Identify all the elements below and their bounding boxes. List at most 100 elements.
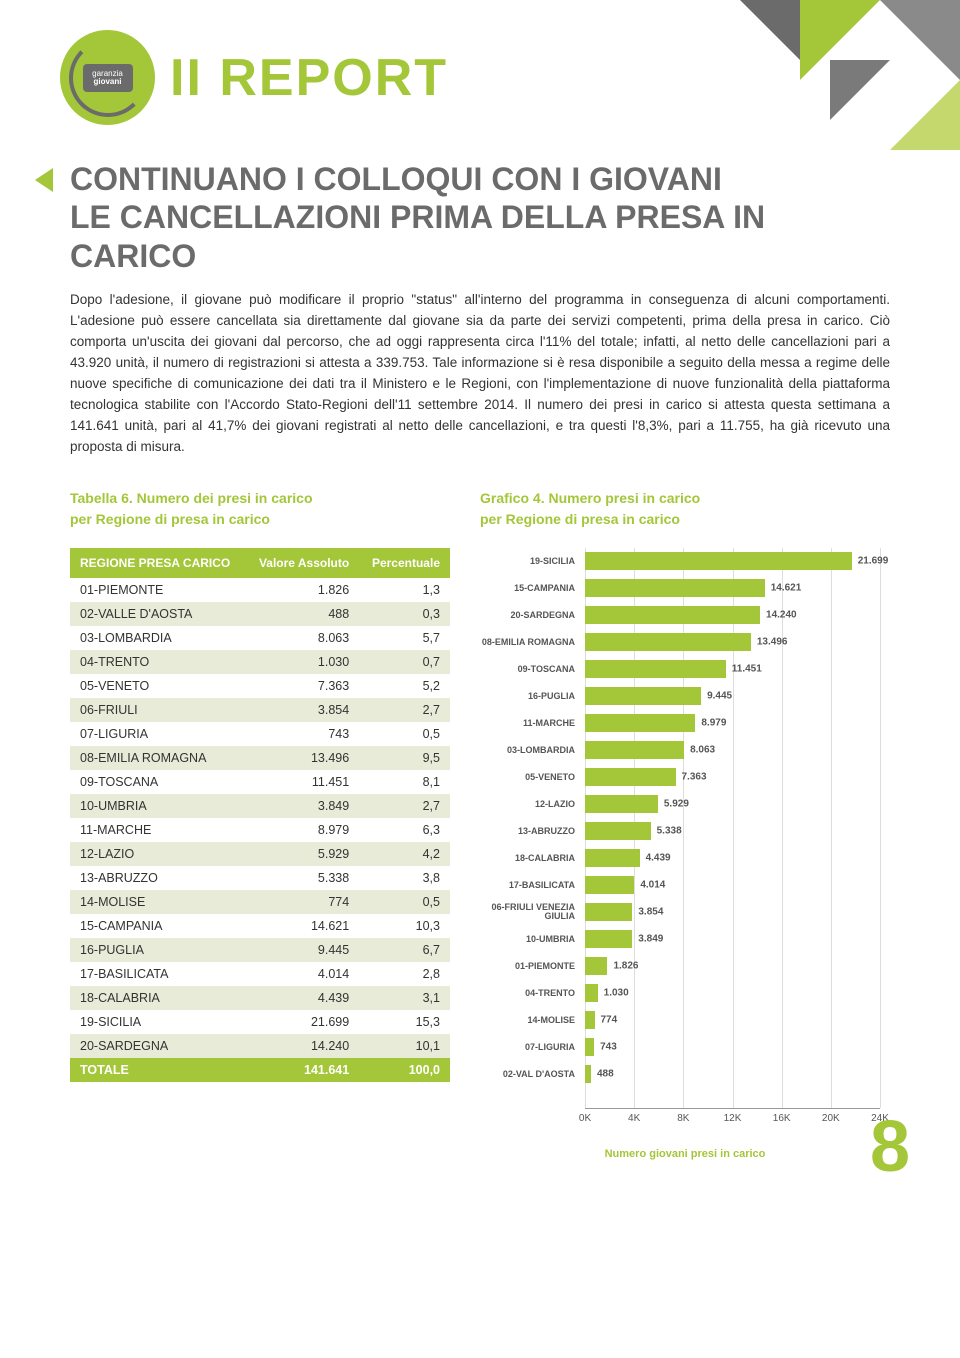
bar-value: 1.030 [604, 988, 629, 999]
chart-bar-row: 07-LIGURIA743 [585, 1034, 880, 1061]
cell-value: 8.979 [246, 818, 360, 842]
cell-pct: 10,1 [359, 1034, 450, 1058]
cell-value: 14.621 [246, 914, 360, 938]
bar: 8.063 [585, 741, 684, 759]
cell-region: 04-TRENTO [70, 650, 246, 674]
chart-bar-row: 05-VENETO7.363 [585, 764, 880, 791]
table-row: 02-VALLE D'AOSTA4880,3 [70, 602, 450, 626]
two-columns: Tabella 6. Numero dei presi in carico pe… [70, 488, 890, 1168]
title-line-1: CONTINUANO I COLLOQUI CON I GIOVANI [70, 161, 722, 197]
bar: 1.826 [585, 957, 607, 975]
chart-bar-row: 11-MARCHE8.979 [585, 710, 880, 737]
col-header-value: Valore Assoluto [246, 548, 360, 578]
chart-bar-row: 15-CAMPANIA14.621 [585, 575, 880, 602]
table-row: 04-TRENTO1.0300,7 [70, 650, 450, 674]
cell-value: 13.496 [246, 746, 360, 770]
chart-bar-row: 08-EMILIA ROMAGNA13.496 [585, 629, 880, 656]
x-axis: 0K4K8K12K16K20K24K [585, 1108, 880, 1128]
x-tick: 4K [628, 1113, 640, 1124]
body-paragraph: Dopo l'adesione, il giovane può modifica… [70, 290, 890, 457]
bar-value: 5.338 [657, 826, 682, 837]
cell-value: 3.849 [246, 794, 360, 818]
cell-region: 19-SICILIA [70, 1010, 246, 1034]
right-column: Grafico 4. Numero presi in carico per Re… [480, 488, 890, 1168]
chart-bar-row: 10-UMBRIA3.849 [585, 926, 880, 953]
table-row: 07-LIGURIA7430,5 [70, 722, 450, 746]
bar-value: 3.849 [638, 934, 663, 945]
logo-badge: garanzia giovani [60, 30, 155, 125]
main-title: CONTINUANO I COLLOQUI CON I GIOVANI LE C… [70, 160, 890, 275]
bar: 11.451 [585, 660, 726, 678]
bar-value: 7.363 [682, 772, 707, 783]
table-row: 08-EMILIA ROMAGNA13.4969,5 [70, 746, 450, 770]
cell-value: 774 [246, 890, 360, 914]
bar-value: 13.496 [757, 637, 788, 648]
chart-bars-area: 19-SICILIA21.69915-CAMPANIA14.62120-SARD… [585, 548, 880, 1108]
cell-value: 3.854 [246, 698, 360, 722]
table-total-row: TOTALE141.641100,0 [70, 1058, 450, 1082]
left-column: Tabella 6. Numero dei presi in carico pe… [70, 488, 450, 1168]
bar: 7.363 [585, 768, 676, 786]
bar-label: 06-FRIULI VENEZIA GIULIA [480, 903, 580, 921]
bar: 14.240 [585, 606, 760, 624]
cell-pct: 10,3 [359, 914, 450, 938]
cell-region: 17-BASILICATA [70, 962, 246, 986]
bar-label: 20-SARDEGNA [480, 611, 580, 620]
bar-value: 14.240 [766, 610, 797, 621]
bar-label: 14-MOLISE [480, 1016, 580, 1025]
bar-label: 01-PIEMONTE [480, 962, 580, 971]
cell-value: 21.699 [246, 1010, 360, 1034]
table-row: 09-TOSCANA11.4518,1 [70, 770, 450, 794]
cell-region: 20-SARDEGNA [70, 1034, 246, 1058]
cell-pct: 9,5 [359, 746, 450, 770]
cell-value: 1.826 [246, 578, 360, 602]
cell-pct: 2,8 [359, 962, 450, 986]
chart-bar-row: 12-LAZIO5.929 [585, 791, 880, 818]
cell-value: 5.338 [246, 866, 360, 890]
logo-text-top: garanzia [92, 70, 123, 78]
cell-region: 02-VALLE D'AOSTA [70, 602, 246, 626]
cell-value: 488 [246, 602, 360, 626]
cell-pct: 6,3 [359, 818, 450, 842]
cell-pct: 0,7 [359, 650, 450, 674]
cell-pct: 0,5 [359, 722, 450, 746]
bar: 9.445 [585, 687, 701, 705]
logo-text-bottom: giovani [93, 78, 121, 86]
cell-pct: 4,2 [359, 842, 450, 866]
bar: 3.849 [585, 930, 632, 948]
bar: 4.014 [585, 876, 634, 894]
bar-label: 11-MARCHE [480, 719, 580, 728]
bar: 5.929 [585, 795, 658, 813]
bar-value: 21.699 [858, 556, 889, 567]
cell-value: 5.929 [246, 842, 360, 866]
cell-region: 07-LIGURIA [70, 722, 246, 746]
cell-region: 16-PUGLIA [70, 938, 246, 962]
bar: 488 [585, 1065, 591, 1083]
cell-pct: 0,5 [359, 890, 450, 914]
page-header: garanzia giovani II REPORT [0, 0, 960, 160]
x-tick: 8K [677, 1113, 689, 1124]
cell-pct: 2,7 [359, 794, 450, 818]
table-row: 17-BASILICATA4.0142,8 [70, 962, 450, 986]
cell-value: 743 [246, 722, 360, 746]
bar-value: 5.929 [664, 799, 689, 810]
table-row: 10-UMBRIA3.8492,7 [70, 794, 450, 818]
bar-value: 4.439 [646, 853, 671, 864]
chart-bar-row: 13-ABRUZZO5.338 [585, 818, 880, 845]
cell-value: 14.240 [246, 1034, 360, 1058]
cell-region: 10-UMBRIA [70, 794, 246, 818]
table-row: 01-PIEMONTE1.8261,3 [70, 578, 450, 602]
cell-region: 05-VENETO [70, 674, 246, 698]
bar-label: 08-EMILIA ROMAGNA [480, 638, 580, 647]
table-row: 05-VENETO7.3635,2 [70, 674, 450, 698]
table-row: 12-LAZIO5.9294,2 [70, 842, 450, 866]
bar-value: 4.014 [640, 880, 665, 891]
bar-label: 03-LOMBARDIA [480, 746, 580, 755]
bar-label: 05-VENETO [480, 773, 580, 782]
col-header-region: REGIONE PRESA CARICO [70, 548, 246, 578]
bar-label: 19-SICILIA [480, 557, 580, 566]
bar-value: 8.063 [690, 745, 715, 756]
bar: 743 [585, 1038, 594, 1056]
bar-value: 743 [600, 1042, 617, 1053]
cell-pct: 8,1 [359, 770, 450, 794]
